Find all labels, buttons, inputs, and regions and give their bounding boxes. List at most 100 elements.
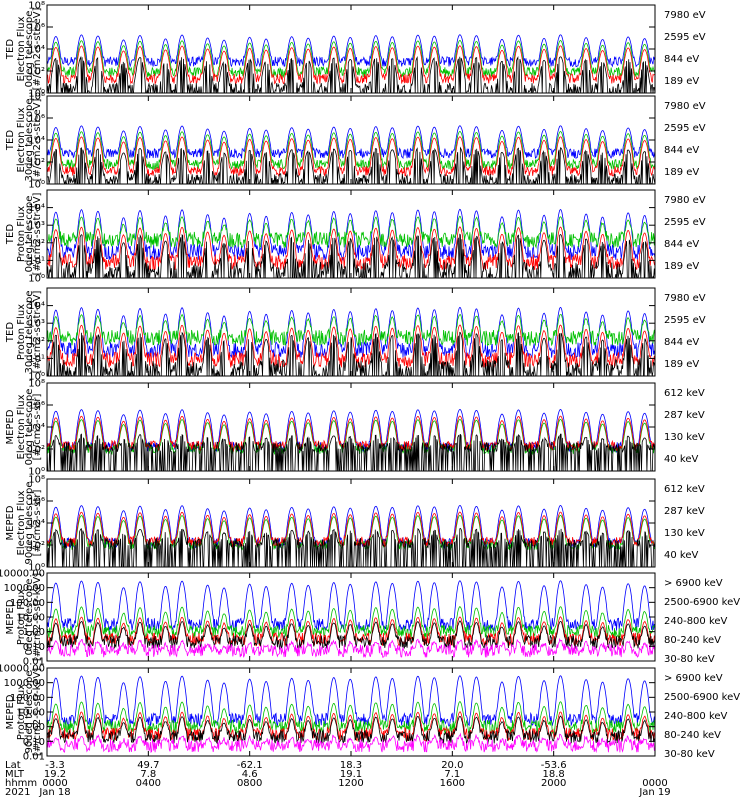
y-tick-label: 10² xyxy=(28,158,45,169)
y-tick-label: 10⁶ xyxy=(28,401,45,412)
legend-1-4: 189 eV xyxy=(664,76,699,87)
legend-2-4: 189 eV xyxy=(664,167,699,178)
ylabel-line: [#/cm2-s-str-eV] xyxy=(32,8,43,91)
lat-value: -62.1 xyxy=(237,760,263,771)
y-tick-label: 10⁴ xyxy=(28,45,45,56)
ylabel-line: 30deg telescope xyxy=(24,98,35,181)
y-tick-label: 100.00 xyxy=(10,598,45,609)
y-tick-label: 10⁴ xyxy=(28,301,45,312)
ylabel-line: Proton Flux xyxy=(16,684,27,740)
ylabel-line: Electron Flux xyxy=(16,16,27,81)
panel-7: 10000.001000.00100.0010.001.000.100.01ME… xyxy=(0,569,740,668)
mlt-value: 4.6 xyxy=(242,769,258,780)
y-tick-label: 10⁴ xyxy=(28,423,45,434)
legend-1-2: 2595 eV xyxy=(664,32,706,43)
panel-2-series-1 xyxy=(47,146,655,184)
legend-5-2: 287 keV xyxy=(664,410,705,421)
panel-8-series-2 xyxy=(47,715,655,745)
panel-8-series-1 xyxy=(47,732,655,754)
mlt-value: 19.2 xyxy=(44,769,66,780)
hhmm-value: 0400 xyxy=(136,778,161,789)
y-tick-label: 10⁶ xyxy=(28,497,45,508)
panel-3-series-3 xyxy=(47,215,655,249)
ylabel-line: 0deg telescope xyxy=(24,196,35,273)
legend-6-3: 130 keV xyxy=(664,528,705,539)
panel-1-series-2 xyxy=(47,45,655,85)
instrument-label: MEPED xyxy=(5,409,16,444)
panel-6-traces xyxy=(47,504,655,567)
y-tick-label: 10⁸ xyxy=(28,1,45,12)
ylabel-line: Electron Flux xyxy=(16,490,27,555)
y-tick-label: 10³ xyxy=(28,221,45,232)
y-tick-label: 10² xyxy=(28,541,45,552)
instrument-label: MEPED xyxy=(5,505,16,540)
y-tick-label: 10¹ xyxy=(28,256,45,267)
y-tick-label: 10⁰ xyxy=(28,89,45,100)
y-tick-label: 10² xyxy=(28,238,45,249)
legend-5-3: 130 keV xyxy=(664,432,705,443)
legend-6-1: 612 keV xyxy=(664,484,705,495)
panel-2-traces xyxy=(47,125,655,184)
panel-6-series-1 xyxy=(47,527,655,567)
y-tick-label: 10⁸ xyxy=(28,475,45,486)
ylabel-line: Electron Flux xyxy=(16,107,27,172)
legend-6-4: 40 keV xyxy=(664,550,698,561)
legend-5-4: 40 keV xyxy=(664,454,698,465)
y-tick-label: 0.01 xyxy=(23,752,45,763)
panel-5-series-4 xyxy=(47,408,655,454)
legend-6-2: 287 keV xyxy=(664,506,705,517)
y-tick-label: 10⁰ xyxy=(28,467,45,478)
legend-3-3: 844 eV xyxy=(664,239,699,250)
panel-3-series-2 xyxy=(47,226,655,272)
legend-7-5: 30-80 keV xyxy=(664,654,715,665)
panel-1-series-1 xyxy=(47,55,655,93)
ylabel-line: 0deg telescope xyxy=(24,579,35,656)
panel-8-series-5 xyxy=(47,675,655,728)
panel-4-series-4 xyxy=(47,306,655,359)
panel-7-series-4 xyxy=(47,606,655,639)
y-tick-label: 10.00 xyxy=(16,708,45,719)
mlt-value: 7.8 xyxy=(140,769,156,780)
y-tick-label: 0.01 xyxy=(23,657,45,668)
x-row-label: 2021 xyxy=(5,787,30,798)
y-tick-label: 0.10 xyxy=(23,642,45,653)
lat-value: 49.7 xyxy=(137,760,159,771)
ylabel-line: Proton Flux xyxy=(16,304,27,360)
y-tick-label: 1000.00 xyxy=(4,678,45,689)
x-row-label: hhmm xyxy=(5,778,37,789)
lat-value: 18.3 xyxy=(340,760,362,771)
hhmm-value: 0800 xyxy=(237,778,262,789)
panel-1-series-3 xyxy=(47,40,655,79)
legend-8-2: 2500-6900 keV xyxy=(664,692,740,703)
panel-1-traces xyxy=(47,34,655,93)
panel-7-series-1 xyxy=(47,637,655,659)
ylabel-line: [#/cm2-s-str-eV] xyxy=(32,291,43,374)
ylabel-line: 90deg telescope xyxy=(24,670,35,753)
legend-8-5: 30-80 keV xyxy=(664,749,715,760)
hhmm-value: 0000 xyxy=(642,778,667,789)
panel-5-series-2 xyxy=(47,415,655,453)
legend-2-2: 2595 eV xyxy=(664,123,706,134)
ylabel-line: [#/cm2-s-str-eV] xyxy=(32,193,43,276)
hhmm-value: 0000 xyxy=(42,778,67,789)
mlt-value: 18.8 xyxy=(543,769,565,780)
legend-4-3: 844 eV xyxy=(664,337,699,348)
ylabel-line: [#/cm2-s-str-keV] xyxy=(32,573,43,661)
panel-2-series-2 xyxy=(47,136,655,177)
lat-value: -53.6 xyxy=(541,760,567,771)
instrument-label: MEPED xyxy=(5,694,16,729)
ylabel-line: [#/cm2-s-str] xyxy=(32,489,43,556)
panel-4-traces xyxy=(47,306,655,376)
legend-4-2: 2595 eV xyxy=(664,315,706,326)
legend-5-1: 612 keV xyxy=(664,388,705,399)
